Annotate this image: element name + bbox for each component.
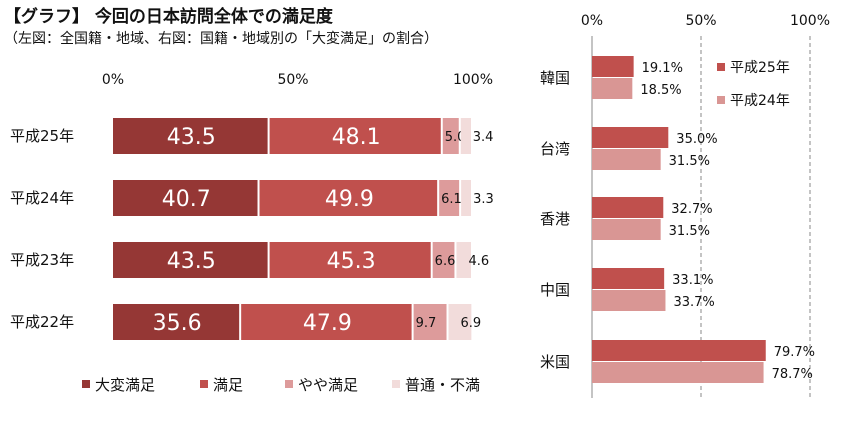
legend-marker [392,380,400,388]
bar [592,56,634,77]
bar [592,340,766,361]
bar [592,362,764,383]
data-label: 43.5 [167,125,216,150]
x-tick-label: 50% [277,72,308,88]
bar-segment [113,304,240,340]
bar [592,268,665,289]
category-label: 平成24年 [10,189,74,207]
data-label: 6.9 [461,316,482,331]
legend-marker [200,380,208,388]
category-label: 韓国 [540,69,570,87]
data-label: 31.5% [669,154,710,169]
data-label: 3.3 [473,192,494,207]
x-tick-label: 0% [581,13,603,29]
bar-segment [461,180,471,216]
bar [592,78,633,99]
category-label: 平成25年 [10,127,74,145]
category-label: 米国 [540,353,570,371]
bar-segment [448,304,472,340]
data-label: 19.1% [642,61,683,76]
data-label: 45.3 [327,249,376,274]
legend-label: やや満足 [298,376,358,394]
data-label: 6.6 [435,254,456,269]
bar-segment [432,242,455,278]
data-label: 35.6 [153,311,202,336]
data-label: 48.1 [332,125,381,150]
data-label: 3.4 [473,130,494,145]
legend-marker [285,380,293,388]
bar [592,197,664,218]
legend-label: 大変満足 [95,376,155,394]
x-tick-label: 100% [453,72,493,88]
data-label: 9.7 [416,316,437,331]
bar-segment [439,180,460,216]
data-label: 32.7% [671,202,712,217]
bar-segment [113,118,268,154]
legend-marker [717,96,725,104]
data-label: 43.5 [167,249,216,274]
data-label: 6.1 [441,192,462,207]
data-label: 47.9 [303,311,352,336]
bar [592,290,666,311]
x-tick-label: 50% [685,13,716,29]
bar-segment [241,304,412,340]
data-label: 31.5% [669,224,710,239]
legend-label: 平成24年 [730,93,790,109]
bar [592,219,661,240]
category-label: 台湾 [540,140,570,158]
data-label: 33.7% [673,295,714,310]
category-label: 中国 [540,281,570,299]
bar-segment [269,242,431,278]
bar-segment [269,118,441,154]
bar-segment [413,304,447,340]
bar [592,149,661,170]
data-label: 4.6 [468,254,489,269]
x-tick-label: 0% [102,72,124,88]
legend-label: 平成25年 [730,60,790,76]
legend-marker [717,63,725,71]
bar-segment [442,118,459,154]
data-label: 49.9 [325,187,374,212]
data-label: 40.7 [162,187,211,212]
x-tick-label: 100% [790,13,830,29]
bar [592,127,669,148]
data-label: 79.7% [774,345,815,360]
legend-marker [82,380,90,388]
data-label: 5.0 [445,130,466,145]
category-label: 平成23年 [10,251,74,269]
data-label: 18.5% [640,83,681,98]
bar-segment [456,242,471,278]
bar-segment [259,180,438,216]
bar-segment [460,118,471,154]
data-label: 35.0% [676,132,717,147]
bar-segment [113,242,268,278]
chart-title: 【グラフ】 今回の日本訪問全体での満足度 [4,7,333,27]
category-label: 平成22年 [10,313,74,331]
bar-segment [113,180,258,216]
legend-label: 満足 [213,376,243,394]
data-label: 33.1% [672,273,713,288]
data-label: 78.7% [772,367,813,382]
category-label: 香港 [540,210,570,228]
chart-subtitle: （左図：全国籍・地域、右図：国籍・地域別の「大変満足」の割合） [4,31,438,47]
legend-label: 普通・不満 [405,376,480,394]
